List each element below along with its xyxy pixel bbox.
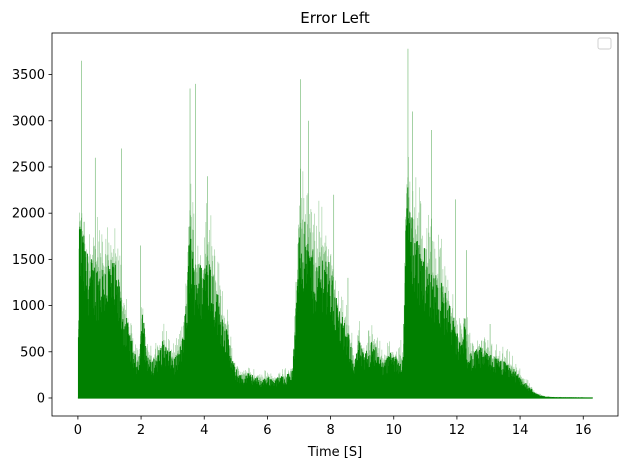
y-tick-label: 1000	[12, 299, 45, 314]
y-tick-label: 500	[20, 345, 45, 360]
x-tick-label: 8	[326, 423, 334, 438]
signal-body	[77, 187, 593, 398]
x-tick-label: 14	[512, 423, 529, 438]
x-tick-label: 12	[449, 423, 466, 438]
y-tick-label: 2000	[12, 207, 45, 222]
x-tick-label: 2	[137, 423, 145, 438]
y-tick-label: 0	[37, 391, 45, 406]
y-tick-label: 3000	[12, 114, 45, 129]
x-tick-label: 0	[74, 423, 82, 438]
y-tick-label: 1500	[12, 253, 45, 268]
chart-title: Error Left	[300, 9, 370, 27]
x-tick-label: 6	[263, 423, 271, 438]
x-tick-label: 4	[200, 423, 208, 438]
y-tick-label: 3500	[12, 68, 45, 83]
legend	[597, 37, 612, 50]
x-tick-label: 16	[575, 423, 592, 438]
axes: 0 2 4 6 8 10 12 14 16 0 500 1000 1500 2000 2500 3000 350…	[12, 32, 619, 438]
plot-frame	[51, 32, 619, 417]
y-tick-label: 2500	[12, 160, 45, 175]
x-axis-title: Time [S]	[307, 445, 362, 460]
x-tick-label: 10	[385, 423, 402, 438]
legend-box	[597, 37, 612, 50]
plot-area	[77, 48, 593, 399]
